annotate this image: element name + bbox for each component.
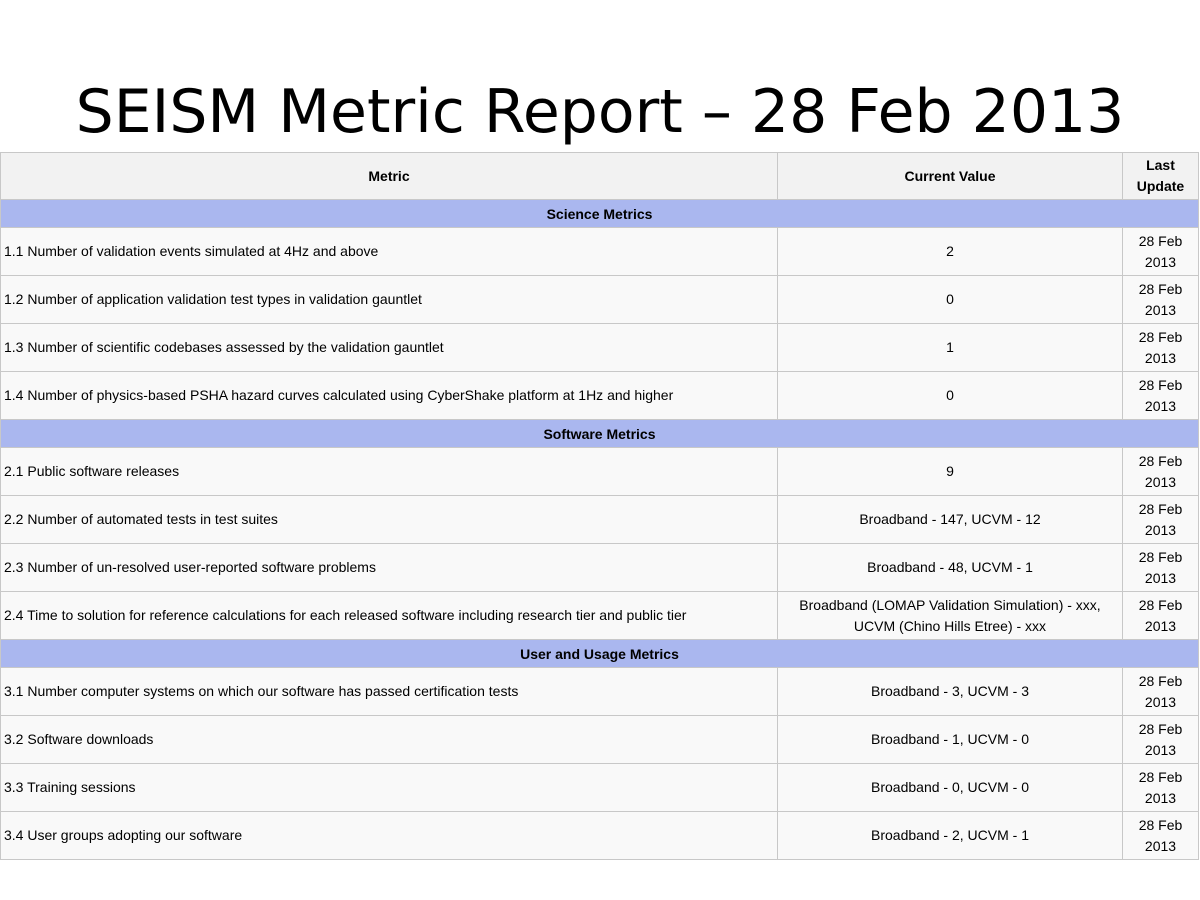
current-value: Broadband - 1, UCVM - 0: [777, 715, 1123, 764]
current-value: Broadband - 48, UCVM - 1: [777, 543, 1123, 592]
table-body: Science Metrics 1.1 Number of validation …: [0, 199, 1199, 860]
current-value: 2: [777, 227, 1123, 276]
last-update: 28 Feb 2013: [1122, 227, 1199, 276]
section-row: User and Usage Metrics: [0, 639, 1199, 668]
last-update: 28 Feb 2013: [1122, 763, 1199, 812]
metric-name: 3.2 Software downloads: [0, 715, 778, 764]
column-header: Metric: [0, 152, 778, 200]
current-value: 1: [777, 323, 1123, 372]
metric-row: 1.3 Number of scientific codebases asses…: [0, 323, 1199, 372]
current-value: Broadband - 0, UCVM - 0: [777, 763, 1123, 812]
last-update: 28 Feb 2013: [1122, 323, 1199, 372]
metric-name: 2.1 Public software releases: [0, 447, 778, 496]
metric-row: 2.3 Number of un-resolved user-reported …: [0, 543, 1199, 592]
column-header: Current Value: [777, 152, 1123, 200]
metric-name: 2.3 Number of un-resolved user-reported …: [0, 543, 778, 592]
current-value: Broadband - 3, UCVM - 3: [777, 667, 1123, 716]
metric-name: 1.2 Number of application validation tes…: [0, 275, 778, 324]
current-value: Broadband - 2, UCVM - 1: [777, 811, 1123, 860]
last-update: 28 Feb 2013: [1122, 447, 1199, 496]
current-value: 9: [777, 447, 1123, 496]
current-value: Broadband (LOMAP Validation Simulation) …: [777, 591, 1123, 640]
header-row: Metric Current Value Last Update: [0, 152, 1199, 200]
current-value: 0: [777, 371, 1123, 420]
metric-row: 2.1 Public software releases 9 28 Feb 2013: [0, 447, 1199, 496]
current-value: 0: [777, 275, 1123, 324]
last-update: 28 Feb 2013: [1122, 275, 1199, 324]
metric-row: 2.2 Number of automated tests in test su…: [0, 495, 1199, 544]
metric-row: 3.3 Training sessions Broadband - 0, UCVM…: [0, 763, 1199, 812]
metrics-table: Metric Current Value Last Update Science M…: [0, 152, 1199, 860]
section-title: User and Usage Metrics: [0, 639, 1199, 668]
section-title: Science Metrics: [0, 199, 1199, 228]
last-update: 28 Feb 2013: [1122, 543, 1199, 592]
last-update: 28 Feb 2013: [1122, 715, 1199, 764]
slide-title: SEISM Metric Report – 28 Feb 2013: [75, 77, 1125, 147]
last-update: 28 Feb 2013: [1122, 495, 1199, 544]
metric-name: 1.1 Number of validation events simulate…: [0, 227, 778, 276]
metric-name: 2.2 Number of automated tests in test su…: [0, 495, 778, 544]
metric-name: 3.1 Number computer systems on which our…: [0, 667, 778, 716]
metric-row: 3.4 User groups adopting our software Bro…: [0, 811, 1199, 860]
metric-name: 3.4 User groups adopting our software: [0, 811, 778, 860]
last-update: 28 Feb 2013: [1122, 811, 1199, 860]
section-row: Software Metrics: [0, 419, 1199, 448]
metric-row: 2.4 Time to solution for reference calcu…: [0, 591, 1199, 640]
current-value: Broadband - 147, UCVM - 12: [777, 495, 1123, 544]
metric-row: 1.4 Number of physics-based PSHA hazard …: [0, 371, 1199, 420]
metric-row: 3.1 Number computer systems on which our…: [0, 667, 1199, 716]
metric-name: 1.4 Number of physics-based PSHA hazard …: [0, 371, 778, 420]
last-update: 28 Feb 2013: [1122, 667, 1199, 716]
section-title: Software Metrics: [0, 419, 1199, 448]
section-row: Science Metrics: [0, 199, 1199, 228]
last-update: 28 Feb 2013: [1122, 371, 1199, 420]
metric-row: 1.2 Number of application validation tes…: [0, 275, 1199, 324]
last-update: 28 Feb 2013: [1122, 591, 1199, 640]
metric-row: 1.1 Number of validation events simulate…: [0, 227, 1199, 276]
column-header: Last Update: [1122, 152, 1199, 200]
metric-name: 2.4 Time to solution for reference calcu…: [0, 591, 778, 640]
metric-name: 1.3 Number of scientific codebases asses…: [0, 323, 778, 372]
metric-name: 3.3 Training sessions: [0, 763, 778, 812]
metric-row: 3.2 Software downloads Broadband - 1, UCV…: [0, 715, 1199, 764]
